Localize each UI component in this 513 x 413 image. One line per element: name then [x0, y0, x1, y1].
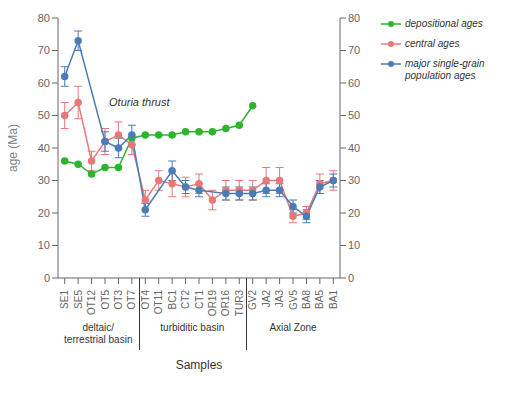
svg-text:10: 10: [348, 239, 360, 251]
svg-text:CT1: CT1: [194, 290, 205, 309]
svg-text:0: 0: [348, 272, 354, 284]
html-text:terrestrial basin: terrestrial basin: [64, 334, 133, 345]
html-text:major single-grain: major single-grain: [405, 58, 485, 69]
svg-text:50: 50: [38, 109, 50, 121]
svg-text:age (Ma): age (Ma): [8, 124, 20, 172]
html-text:central ages: central ages: [405, 38, 460, 49]
svg-text:OT4: OT4: [140, 290, 151, 310]
svg-text:OT5: OT5: [100, 290, 111, 310]
svg-text:OT11: OT11: [153, 290, 164, 315]
html-text:Axial Zone: Axial Zone: [269, 322, 317, 333]
html-text:Samples: Samples: [175, 358, 223, 372]
svg-text:BA1: BA1: [328, 290, 339, 309]
svg-text:SE5: SE5: [73, 290, 84, 309]
svg-text:JA3: JA3: [274, 290, 285, 308]
svg-text:80: 80: [38, 12, 50, 24]
svg-text:40: 40: [348, 142, 360, 154]
svg-text:OT3: OT3: [113, 290, 124, 310]
svg-text:50: 50: [348, 109, 360, 121]
svg-text:CT2: CT2: [180, 290, 191, 309]
svg-text:JA2: JA2: [261, 290, 272, 308]
svg-text:20: 20: [348, 207, 360, 219]
svg-text:60: 60: [38, 77, 50, 89]
svg-text:TUR3: TUR3: [234, 290, 245, 317]
svg-text:OT7: OT7: [126, 290, 137, 310]
html-text:deltaic/: deltaic/: [82, 322, 115, 333]
svg-text:20: 20: [38, 207, 50, 219]
svg-text:SE1: SE1: [59, 290, 70, 309]
svg-text:OT12: OT12: [86, 290, 97, 315]
svg-text:70: 70: [348, 44, 360, 56]
svg-text:10: 10: [38, 239, 50, 251]
svg-text:30: 30: [348, 174, 360, 186]
svg-text:OR19: OR19: [207, 290, 218, 317]
svg-text:GV5: GV5: [288, 290, 299, 310]
svg-text:BA5: BA5: [314, 290, 325, 309]
html-text:Oturia thrust: Oturia thrust: [109, 96, 170, 108]
svg-text:BC1: BC1: [167, 290, 178, 310]
svg-text:40: 40: [38, 142, 50, 154]
svg-text:80: 80: [348, 12, 360, 24]
svg-text:OR16: OR16: [220, 290, 231, 317]
svg-text:BA8: BA8: [301, 290, 312, 309]
svg-text:GV2: GV2: [247, 290, 258, 310]
html-text:depositional ages: depositional ages: [405, 18, 483, 29]
svg-text:0: 0: [44, 272, 50, 284]
svg-text:70: 70: [38, 44, 50, 56]
html-text:population ages: population ages: [405, 70, 476, 81]
svg-text:60: 60: [348, 77, 360, 89]
html-text:turbiditic basin: turbiditic basin: [160, 322, 225, 333]
svg-text:30: 30: [38, 174, 50, 186]
